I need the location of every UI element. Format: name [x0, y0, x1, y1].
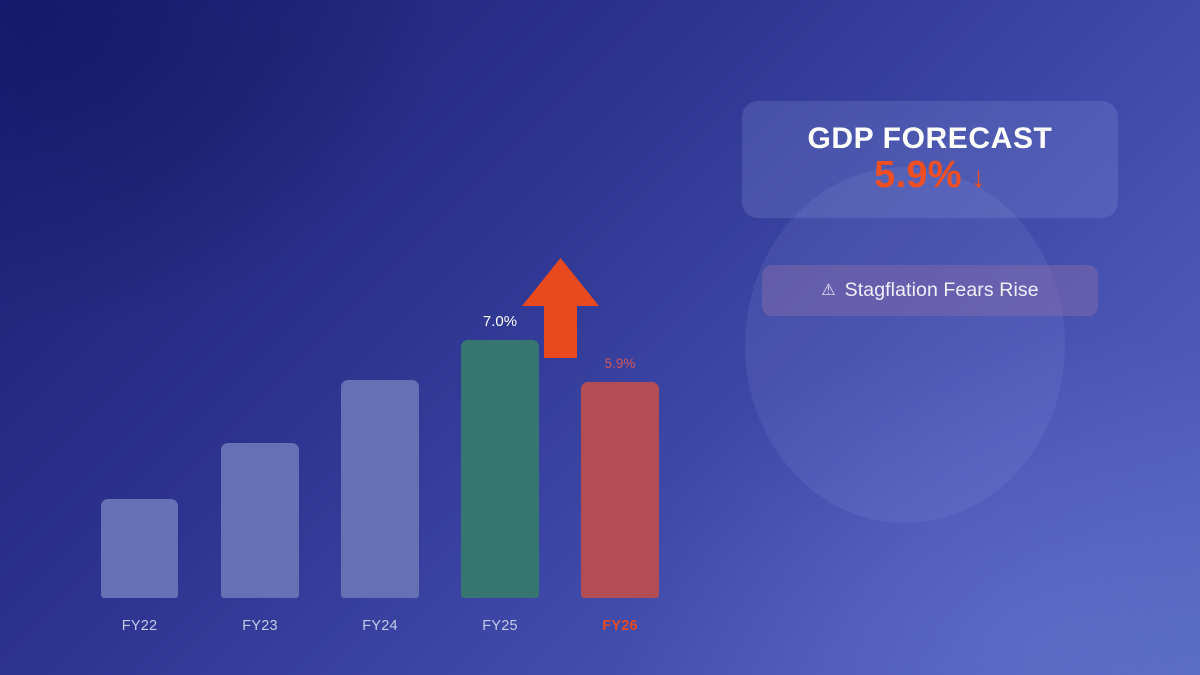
value-label-fy26: 5.9% [604, 356, 636, 371]
bar-label-fy22: FY22 [121, 618, 158, 634]
bar-label-fy26: FY26 [602, 618, 638, 634]
bar-fy24 [341, 380, 419, 598]
forecast-value-row: 5.9% ↓ [874, 154, 986, 197]
value-label-fy25: 7.0% [482, 313, 518, 330]
warning-triangle-icon: ⚠ [821, 281, 836, 299]
stagflation-alert-badge: ⚠ Stagflation Fears Rise [762, 265, 1098, 316]
bar-fy26 [581, 382, 659, 598]
arrow-down-icon: ↓ [970, 161, 986, 195]
bar-label-fy25: FY25 [482, 618, 518, 634]
bar-label-fy24: FY24 [362, 618, 398, 634]
bar-fy25 [461, 340, 539, 598]
gdp-bar-chart: FY22 FY23 FY24 FY25 7.0% FY26 5.9% [101, 258, 659, 634]
bar-fy22 [101, 499, 178, 598]
gdp-forecast-card: GDP FORECAST 5.9% ↓ [742, 101, 1118, 218]
up-arrow-icon [522, 258, 599, 358]
forecast-value: 5.9% [874, 154, 962, 197]
bar-fy23 [221, 443, 299, 598]
bar-label-fy23: FY23 [242, 618, 278, 634]
forecast-title: GDP FORECAST [807, 121, 1053, 155]
decorative-ellipse [745, 167, 1065, 523]
stagflation-alert-label: Stagflation Fears Rise [844, 279, 1039, 301]
